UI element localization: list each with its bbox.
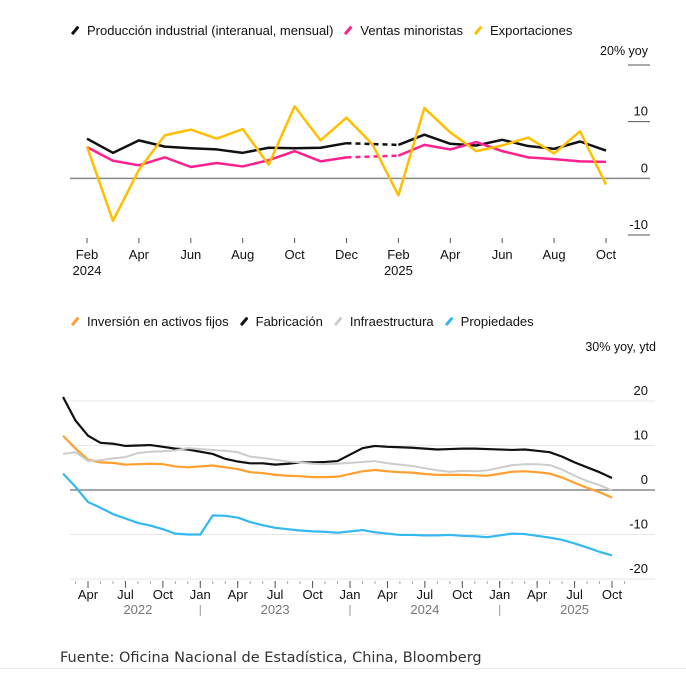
x-tick-label-bottom: Apr [377, 587, 398, 602]
series-line-fabricacion [62, 396, 613, 479]
x-year-label-bottom: 2023 [261, 602, 290, 617]
x-tick-label-top: Apr [129, 247, 150, 262]
x-tick-label-top: Jun [492, 247, 513, 262]
x-tick-label-bottom: Apr [78, 587, 99, 602]
x-tick-label-top: Aug [543, 247, 566, 262]
legend-item-exportaciones: Exportaciones [473, 23, 572, 38]
legend-item-infraestructura: Infraestructura [333, 314, 434, 329]
series-gap-dashed-ventas-minoristas [346, 154, 399, 159]
source-note: Fuente: Oficina Nacional de Estadística,… [60, 650, 482, 666]
legend-label: Propiedades [460, 314, 534, 329]
y-tick-label-bottom: 10 [634, 428, 648, 443]
legend-item-produccion-industrial-interanual-mensual: Producción industrial (interanual, mensu… [70, 23, 333, 38]
y-tick-label-bottom: -10 [629, 517, 648, 532]
legend-bottom: Inversión en activos fijos Fabricación Inf… [70, 314, 544, 329]
series-line-inversion-en-activos-fijos [62, 434, 613, 499]
y-tick-label-top: 0 [641, 160, 648, 175]
unit-label-bottom: 30% yoy, ytd [585, 340, 656, 354]
x-year-label-bottom: 2022 [123, 602, 152, 617]
x-year-label-bottom: 2025 [560, 602, 589, 617]
y-tick-label-top: 10 [634, 104, 648, 119]
x-tick-label-bottom: Apr [228, 587, 249, 602]
unit-label-top: 20% yoy [600, 44, 648, 58]
x-tick-label-bottom: Jan [190, 587, 211, 602]
y-tick-label-top: -10 [629, 217, 648, 232]
x-year-label-top: 2025 [384, 263, 413, 278]
x-year-label-bottom: 2024 [410, 602, 439, 617]
x-tick-label-bottom: Jul [417, 587, 434, 602]
x-tick-label-bottom: Jul [566, 587, 583, 602]
x-tick-label-bottom: Jan [340, 587, 361, 602]
x-tick-label-bottom: Oct [452, 587, 473, 602]
legend-item-fabricacion: Fabricación [239, 314, 323, 329]
legend-top: Producción industrial (interanual, mensu… [70, 23, 582, 38]
legend-item-ventas-minoristas: Ventas minoristas [343, 23, 463, 38]
y-tick-label-bottom: -20 [629, 561, 648, 576]
x-tick-label-top: Oct [284, 247, 305, 262]
series-line-produccion-industrial-interanual-mensual [86, 137, 347, 155]
x-tick-label-bottom: Oct [602, 587, 623, 602]
x-tick-label-bottom: Jan [489, 587, 510, 602]
x-tick-label-top: Feb [387, 247, 409, 262]
x-tick-label-bottom: Jul [267, 587, 284, 602]
x-year-label-top: 2024 [73, 263, 102, 278]
x-tick-label-bottom: Apr [527, 587, 548, 602]
legend-label: Inversión en activos fijos [87, 314, 229, 329]
x-tick-label-bottom: Oct [302, 587, 323, 602]
x-tick-label-top: Oct [596, 247, 617, 262]
legend-label: Ventas minoristas [360, 23, 464, 38]
x-tick-label-top: Dec [335, 247, 359, 262]
x-tick-label-top: Apr [440, 247, 461, 262]
legend-label: Exportaciones [490, 23, 573, 38]
x-tick-label-bottom: Oct [153, 587, 174, 602]
y-tick-label-bottom: 20 [634, 383, 648, 398]
legend-item-propiedades: Propiedades [444, 314, 534, 329]
legend-label: Infraestructura [349, 314, 434, 329]
series-line-infraestructura [62, 447, 613, 492]
legend-label: Fabricación [255, 314, 323, 329]
x-tick-label-top: Jun [180, 247, 201, 262]
footer-divider [0, 668, 686, 669]
series-line-exportaciones [85, 105, 608, 223]
series-line-propiedades [62, 472, 613, 557]
y-tick-label-bottom: 0 [641, 472, 648, 487]
x-tick-label-top: Aug [231, 247, 254, 262]
x-tick-label-bottom: Jul [117, 587, 134, 602]
legend-label: Producción industrial (interanual, mensu… [87, 23, 334, 38]
x-tick-label-top: Feb [76, 247, 98, 262]
legend-item-inversion-en-activos-fijos: Inversión en activos fijos [70, 314, 229, 329]
